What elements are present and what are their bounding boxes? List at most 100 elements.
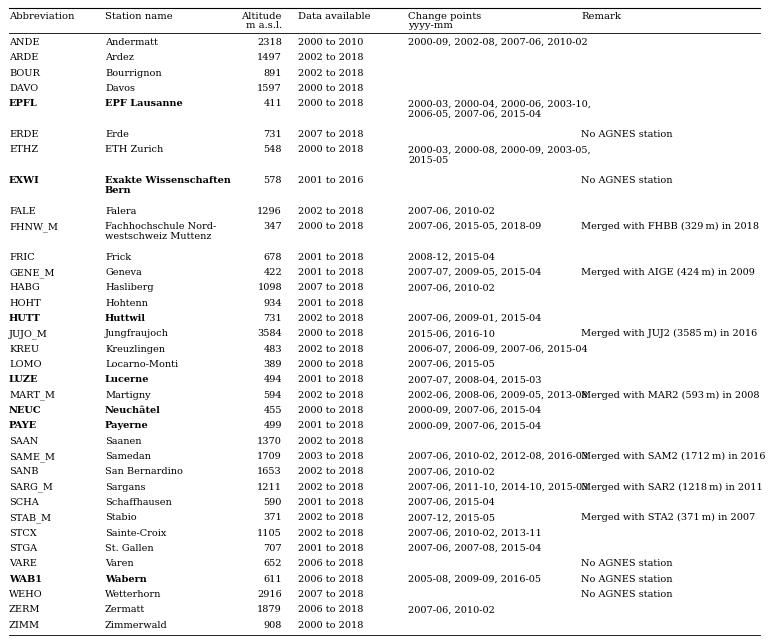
Text: 548: 548 (264, 146, 282, 154)
Text: Neuchâtel: Neuchâtel (105, 406, 161, 415)
Text: No AGNES station: No AGNES station (581, 590, 673, 599)
Text: 1098: 1098 (258, 283, 282, 292)
Text: 1296: 1296 (258, 206, 282, 215)
Text: 483: 483 (263, 345, 282, 354)
Text: 891: 891 (264, 69, 282, 78)
Text: GENE_M: GENE_M (9, 268, 55, 278)
Text: 2001 to 2018: 2001 to 2018 (298, 421, 364, 430)
Text: 652: 652 (264, 560, 282, 569)
Text: Wetterhorn: Wetterhorn (105, 590, 161, 599)
Text: Fachhochschule Nord-
westschweiz Muttenz: Fachhochschule Nord- westschweiz Muttenz (105, 222, 216, 242)
Text: JUJO_M: JUJO_M (9, 329, 48, 339)
Text: 2006-07, 2006-09, 2007-06, 2015-04: 2006-07, 2006-09, 2007-06, 2015-04 (408, 345, 588, 354)
Text: 2002 to 2018: 2002 to 2018 (298, 345, 364, 354)
Text: Erde: Erde (105, 130, 129, 139)
Text: 2007-06, 2015-04: 2007-06, 2015-04 (408, 498, 495, 507)
Text: KREU: KREU (9, 345, 39, 354)
Text: Huttwil: Huttwil (105, 314, 146, 323)
Text: STCX: STCX (9, 529, 37, 538)
Text: 1879: 1879 (258, 605, 282, 614)
Text: 2006 to 2018: 2006 to 2018 (298, 575, 364, 584)
Text: 594: 594 (264, 390, 282, 400)
Text: No AGNES station: No AGNES station (581, 560, 673, 569)
Text: ERDE: ERDE (9, 130, 38, 139)
Text: SAAN: SAAN (9, 437, 38, 445)
Text: Merged with SAM2 (1712 m) in 2016: Merged with SAM2 (1712 m) in 2016 (581, 452, 765, 461)
Text: 2002 to 2018: 2002 to 2018 (298, 206, 364, 215)
Text: 2001 to 2018: 2001 to 2018 (298, 299, 364, 308)
Text: HOHT: HOHT (9, 299, 41, 308)
Text: 2005-08, 2009-09, 2016-05: 2005-08, 2009-09, 2016-05 (408, 575, 541, 584)
Text: 2002 to 2018: 2002 to 2018 (298, 69, 364, 78)
Text: 2001 to 2018: 2001 to 2018 (298, 376, 364, 385)
Text: Payerne: Payerne (105, 421, 148, 430)
Text: MART_M: MART_M (9, 390, 55, 401)
Text: Merged with STA2 (371 m) in 2007: Merged with STA2 (371 m) in 2007 (581, 513, 755, 522)
Text: 1709: 1709 (258, 452, 282, 461)
Text: Lucerne: Lucerne (105, 376, 149, 385)
Text: No AGNES station: No AGNES station (581, 176, 673, 185)
Text: ZIMM: ZIMM (9, 620, 40, 629)
Text: 1370: 1370 (257, 437, 282, 445)
Text: Schaffhausen: Schaffhausen (105, 498, 171, 507)
Text: 2000-03, 2000-08, 2000-09, 2003-05,
2015-05: 2000-03, 2000-08, 2000-09, 2003-05, 2015… (408, 146, 591, 165)
Text: 731: 731 (263, 130, 282, 139)
Text: 707: 707 (263, 544, 282, 553)
Text: ETHZ: ETHZ (9, 146, 38, 154)
Text: Bourrignon: Bourrignon (105, 69, 161, 78)
Text: 2002 to 2018: 2002 to 2018 (298, 53, 364, 62)
Text: Saanen: Saanen (105, 437, 141, 445)
Text: 2007-06, 2009-01, 2015-04: 2007-06, 2009-01, 2015-04 (408, 314, 541, 323)
Text: 2006 to 2018: 2006 to 2018 (298, 560, 364, 569)
Text: 494: 494 (263, 376, 282, 385)
Text: Davos: Davos (105, 84, 135, 93)
Text: Exakte Wissenschaften
Bern: Exakte Wissenschaften Bern (105, 176, 231, 196)
Text: 2000 to 2010: 2000 to 2010 (298, 38, 364, 47)
Text: 2001 to 2018: 2001 to 2018 (298, 498, 364, 507)
Text: Falera: Falera (105, 206, 136, 215)
Text: 389: 389 (264, 360, 282, 369)
Text: 411: 411 (263, 99, 282, 108)
Text: 2007-06, 2010-02, 2013-11: 2007-06, 2010-02, 2013-11 (408, 529, 541, 538)
Text: 2002 to 2018: 2002 to 2018 (298, 513, 364, 522)
Text: 590: 590 (264, 498, 282, 507)
Text: 2007-06, 2010-02: 2007-06, 2010-02 (408, 283, 495, 292)
Text: ARDE: ARDE (9, 53, 38, 62)
Text: Abbreviation: Abbreviation (9, 12, 75, 21)
Text: 2000 to 2018: 2000 to 2018 (298, 329, 364, 338)
Text: 2001 to 2016: 2001 to 2016 (298, 176, 364, 185)
Text: 371: 371 (263, 513, 282, 522)
Text: Merged with JUJ2 (3585 m) in 2016: Merged with JUJ2 (3585 m) in 2016 (581, 329, 757, 338)
Text: Locarno-Monti: Locarno-Monti (105, 360, 178, 369)
Text: Merged with SAR2 (1218 m) in 2011: Merged with SAR2 (1218 m) in 2011 (581, 483, 763, 492)
Text: ANDE: ANDE (9, 38, 39, 47)
Text: FALE: FALE (9, 206, 35, 215)
Text: 2000-09, 2007-06, 2015-04: 2000-09, 2007-06, 2015-04 (408, 406, 541, 415)
Text: 2001 to 2018: 2001 to 2018 (298, 253, 364, 262)
Text: Altitude: Altitude (241, 12, 282, 21)
Text: 2002 to 2018: 2002 to 2018 (298, 390, 364, 400)
Text: Wabern: Wabern (105, 575, 147, 584)
Text: EPFL: EPFL (9, 99, 38, 108)
Text: 2318: 2318 (257, 38, 282, 47)
Text: LOMO: LOMO (9, 360, 42, 369)
Text: Hohtenn: Hohtenn (105, 299, 148, 308)
Text: Jungfraujoch: Jungfraujoch (105, 329, 169, 338)
Text: 2007 to 2018: 2007 to 2018 (298, 590, 364, 599)
Text: PAYE: PAYE (9, 421, 37, 430)
Text: SARG_M: SARG_M (9, 483, 53, 492)
Text: No AGNES station: No AGNES station (581, 130, 673, 139)
Text: No AGNES station: No AGNES station (581, 575, 673, 584)
Text: HUTT: HUTT (9, 314, 41, 323)
Text: Samedan: Samedan (105, 452, 151, 461)
Text: Data available: Data available (298, 12, 371, 21)
Text: 2007-12, 2015-05: 2007-12, 2015-05 (408, 513, 495, 522)
Text: 2007-06, 2010-02: 2007-06, 2010-02 (408, 605, 495, 614)
Text: 2001 to 2018: 2001 to 2018 (298, 544, 364, 553)
Text: FHNW_M: FHNW_M (9, 222, 58, 231)
Text: 2000 to 2018: 2000 to 2018 (298, 360, 364, 369)
Text: DAVO: DAVO (9, 84, 38, 93)
Text: Hasliberg: Hasliberg (105, 283, 154, 292)
Text: EPF Lausanne: EPF Lausanne (105, 99, 183, 108)
Text: 2002 to 2018: 2002 to 2018 (298, 529, 364, 538)
